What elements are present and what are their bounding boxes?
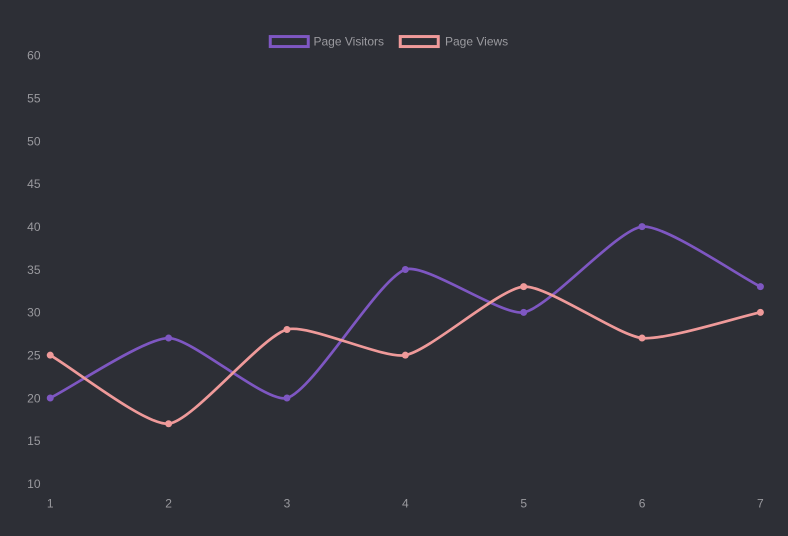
svg-text:4: 4 xyxy=(402,497,409,511)
svg-text:55: 55 xyxy=(27,91,41,105)
svg-text:7: 7 xyxy=(757,497,764,511)
svg-text:15: 15 xyxy=(27,434,41,448)
svg-text:Page Visitors: Page Visitors xyxy=(314,35,384,49)
svg-text:10: 10 xyxy=(27,477,41,491)
svg-text:1: 1 xyxy=(47,497,54,511)
svg-text:5: 5 xyxy=(520,497,527,511)
svg-text:35: 35 xyxy=(27,263,41,277)
svg-text:20: 20 xyxy=(27,391,41,405)
svg-text:45: 45 xyxy=(27,177,41,191)
svg-text:6: 6 xyxy=(639,497,646,511)
svg-text:40: 40 xyxy=(27,220,41,234)
svg-text:3: 3 xyxy=(284,497,291,511)
svg-text:30: 30 xyxy=(27,306,41,320)
svg-text:50: 50 xyxy=(27,134,41,148)
svg-text:60: 60 xyxy=(27,49,41,63)
svg-text:25: 25 xyxy=(27,349,41,363)
svg-text:2: 2 xyxy=(165,497,172,511)
svg-text:Page Views: Page Views xyxy=(445,35,508,49)
